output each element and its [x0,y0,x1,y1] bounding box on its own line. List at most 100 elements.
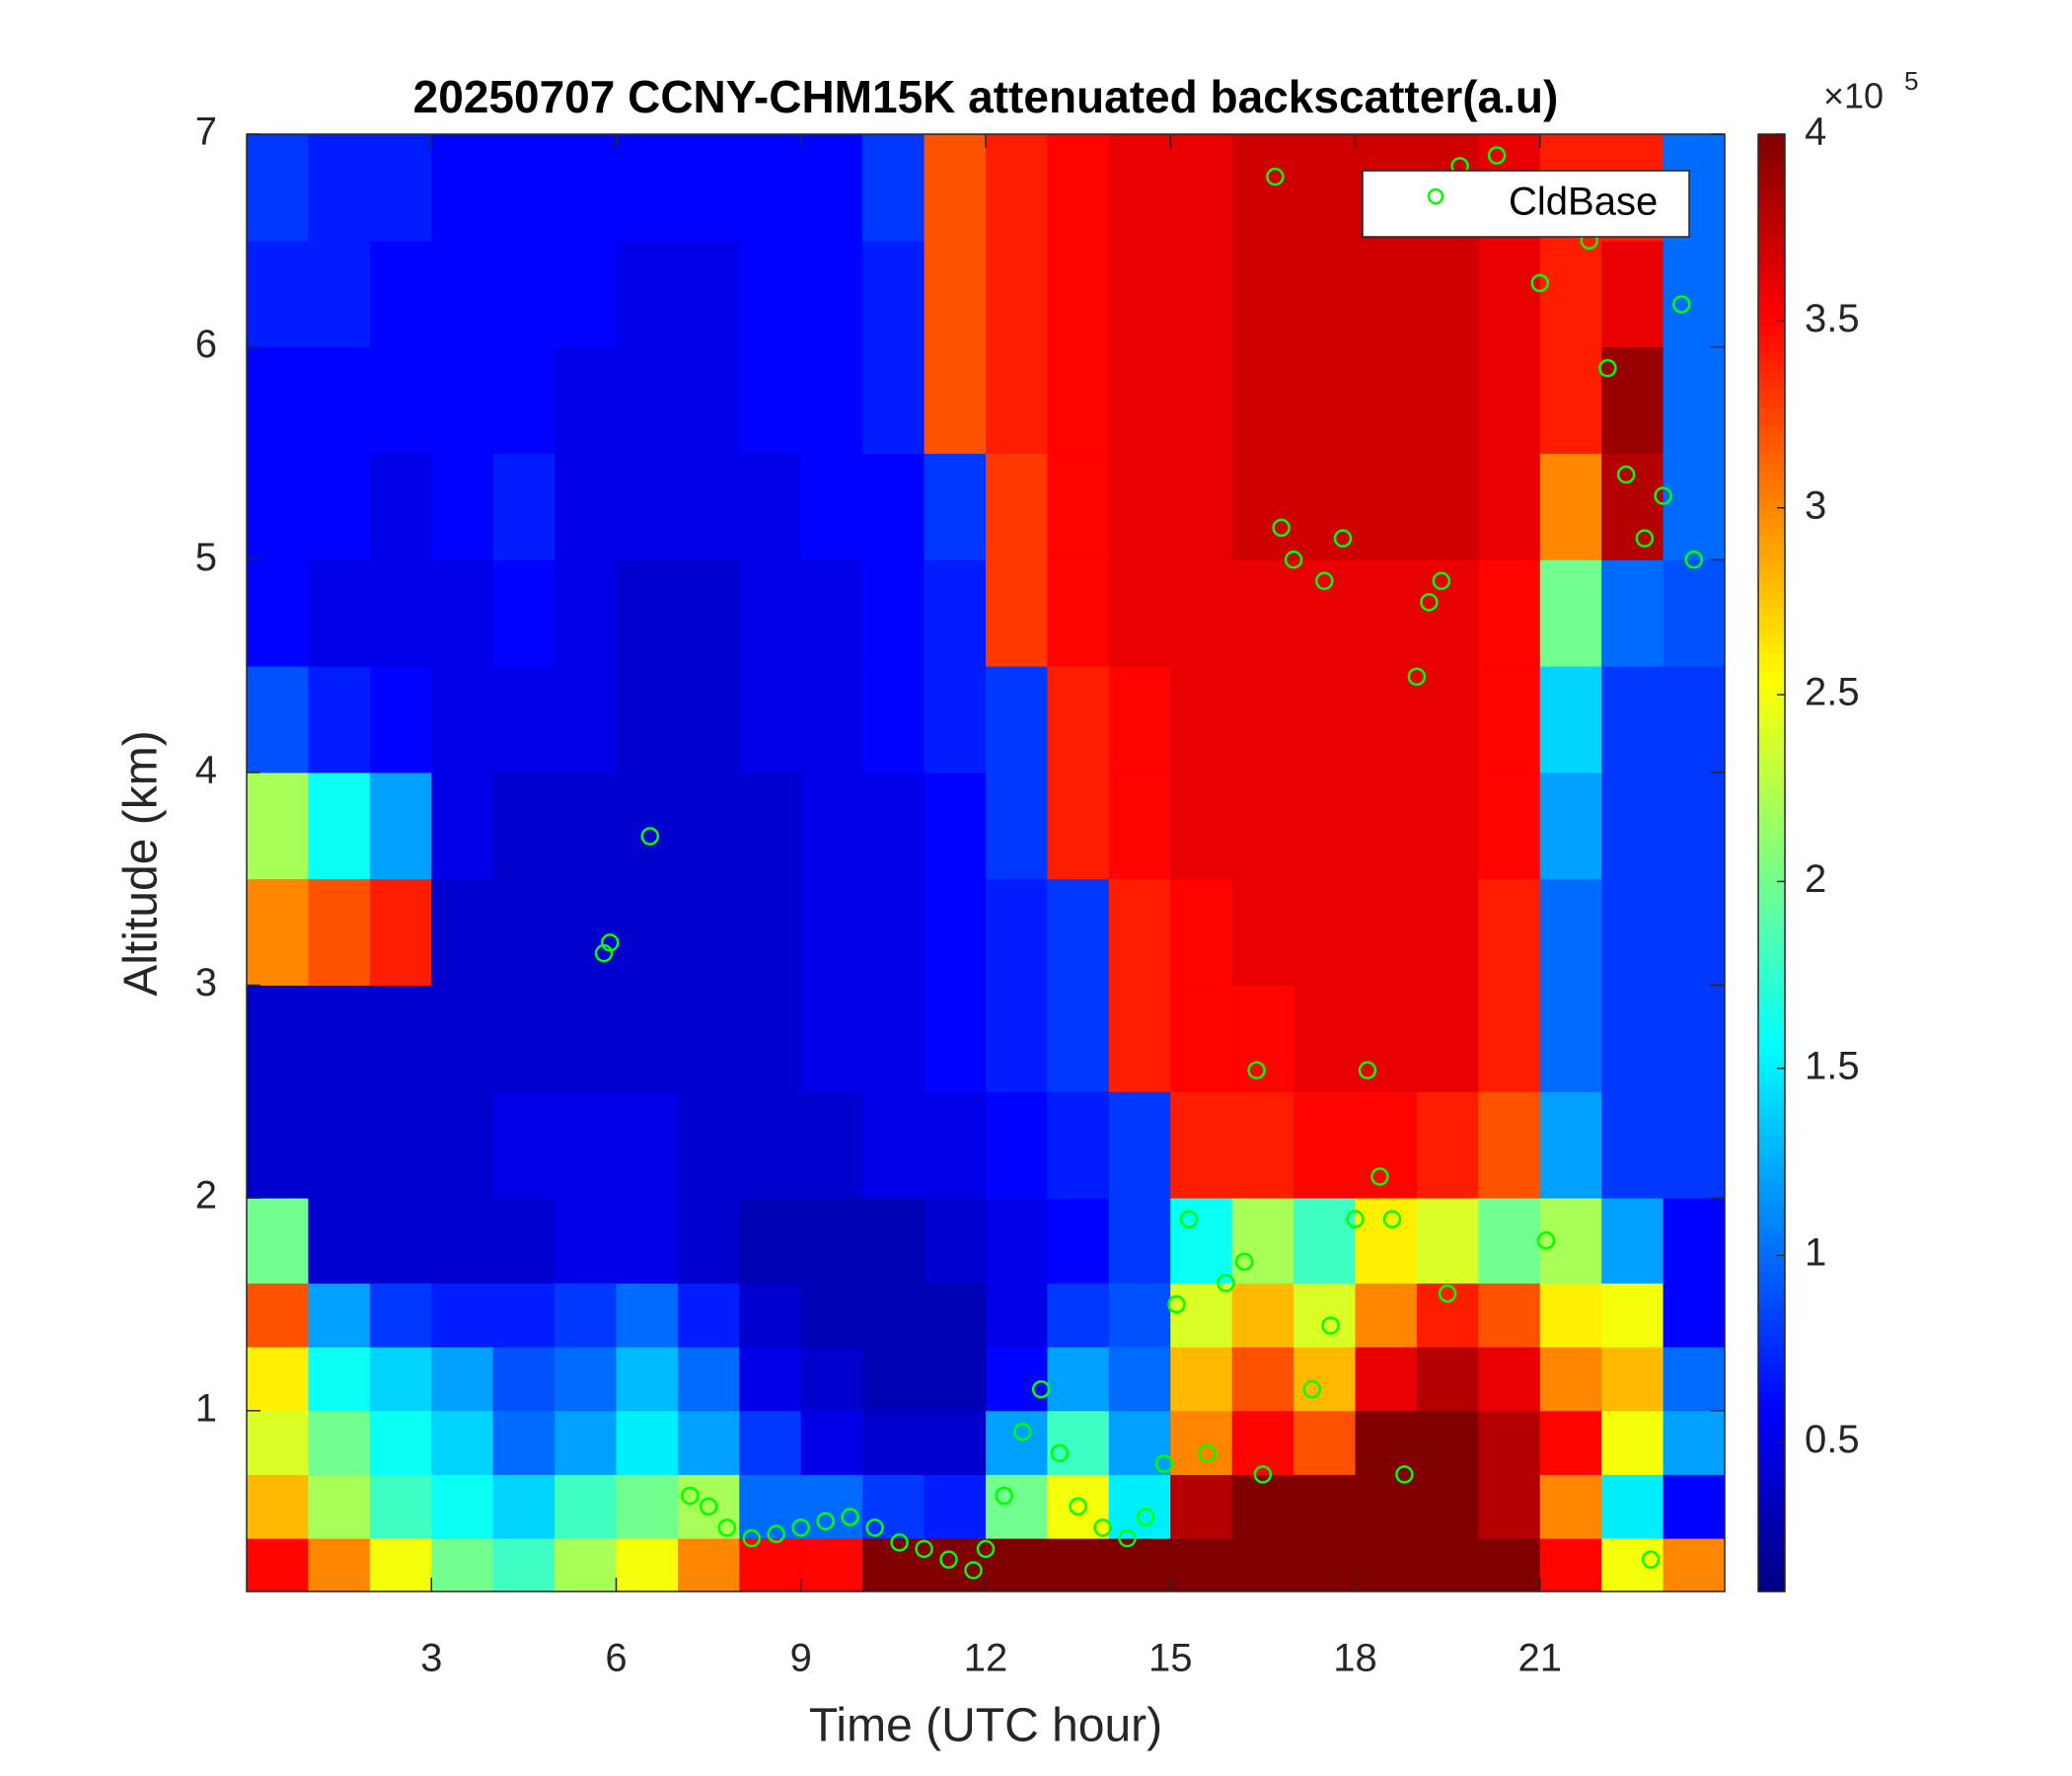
heatmap-cell [739,772,802,880]
heatmap-cell [1231,666,1295,774]
heatmap-cell [862,1474,925,1539]
heatmap-cell [1170,1347,1233,1412]
heatmap-cell [1294,240,1356,348]
heatmap-cell [1478,453,1541,560]
heatmap-cell [1231,1091,1295,1199]
heatmap-cell [1663,1283,1726,1348]
heatmap-cell [1231,559,1295,667]
overlay [594,146,1704,1580]
heatmap-cell [1231,240,1295,348]
heatmap-cell [800,666,863,774]
cloud-base-point [791,1518,810,1537]
heatmap-cell [1663,1410,1726,1475]
heatmap-cell [1355,346,1418,454]
colorbar-tick-label: 1 [1805,1231,1826,1275]
heatmap-cell [431,240,494,348]
colorbar-segment [1758,1463,1785,1474]
colorbar-segment [1758,762,1785,773]
heatmap-cell [1478,666,1541,774]
heatmap-cell [1478,1091,1541,1199]
heatmap-cell [492,878,555,986]
heatmap-cell [739,666,802,774]
heatmap-cell [1663,878,1726,986]
colorbar-segment [1758,1345,1785,1356]
heatmap-cell [1539,453,1602,560]
cloud-base-point [1167,1295,1186,1314]
heatmap-cell [986,878,1048,986]
cloud-base-point [841,1508,859,1526]
heatmap-cell [308,559,371,667]
heatmap-cell [924,878,987,986]
heatmap-cell [616,1198,679,1284]
heatmap-cell [1478,559,1541,667]
colorbar-segment [1758,953,1785,964]
heatmap-cell [1294,666,1356,774]
cloud-base-point [1031,1379,1051,1399]
heatmap-cell [616,1474,679,1539]
heatmap-cell [308,666,371,774]
colorbar-segment [1758,343,1785,354]
cloud-base-point [1253,1465,1273,1484]
heatmap-cell [1170,1538,1233,1592]
heatmap-cell [247,346,309,454]
colorbar-segment [1758,808,1785,818]
colorbar-segment [1758,1518,1785,1528]
heatmap-cell [1294,346,1356,454]
heatmap-cell [1108,1283,1171,1348]
colorbar-segment [1758,1308,1785,1319]
heatmap-cell [431,1283,494,1348]
heatmap-cell [1355,559,1418,667]
heatmap-cell [1601,1410,1665,1475]
heatmap-cell [1231,1283,1295,1348]
heatmap-cell [1416,453,1479,560]
heatmap-cell [431,1347,494,1412]
colorbar-segment [1758,935,1785,946]
heatmap-cell [1231,346,1295,454]
heatmap-cell [739,1347,802,1412]
heatmap-cell [1047,453,1110,560]
heatmap-cell [1108,240,1171,348]
heatmap-cell [308,453,371,560]
cloud-base-point [1247,1061,1266,1079]
cloud-base-point [915,1539,933,1559]
heatmap-cell [1108,1091,1171,1199]
heatmap-cell [1231,878,1295,986]
cloud-base-point [964,1561,983,1580]
heatmap-cell [1539,1538,1602,1592]
heatmap-cell [1170,559,1233,667]
colorbar-segment [1758,553,1785,563]
colorbar-segment [1758,334,1785,344]
heatmap-cell [616,666,679,774]
colorbar-segment [1758,389,1785,400]
heatmap-cell [369,1538,432,1592]
colorbar-segment [1758,1081,1785,1091]
heatmap-cell [1108,1538,1171,1592]
colorbar-segment [1758,981,1785,992]
heatmap-cell [369,985,432,1092]
cloud-base-point [890,1533,909,1552]
heatmap-cell [1355,453,1418,560]
heatmap-cell [1231,134,1295,242]
heatmap-cell [1478,1410,1541,1475]
colorbar-segment [1758,643,1785,654]
cloud-base-point [976,1539,996,1559]
heatmap-cell [555,772,617,880]
heatmap-cell [1108,346,1171,454]
colorbar-segment [1758,143,1785,154]
heatmap-cell [1355,772,1418,880]
colorbar-segment [1758,690,1785,700]
heatmap-cell [1539,346,1602,454]
heatmap-cell [1047,1091,1110,1199]
heatmap-cell [492,559,555,667]
colorbar-segment [1758,1200,1785,1210]
cloud-base-point [1641,1550,1661,1569]
heatmap-cell [1231,453,1295,560]
colorbar-segment [1758,1145,1785,1155]
heatmap-cell [1047,1474,1110,1539]
heatmap-cell [555,878,617,986]
heatmap-cell [1047,1347,1110,1412]
colorbar-segment [1758,608,1785,618]
colorbar-segment [1758,972,1785,983]
cloud-base-point [1050,1443,1070,1463]
colorbar-segment [1758,380,1785,391]
